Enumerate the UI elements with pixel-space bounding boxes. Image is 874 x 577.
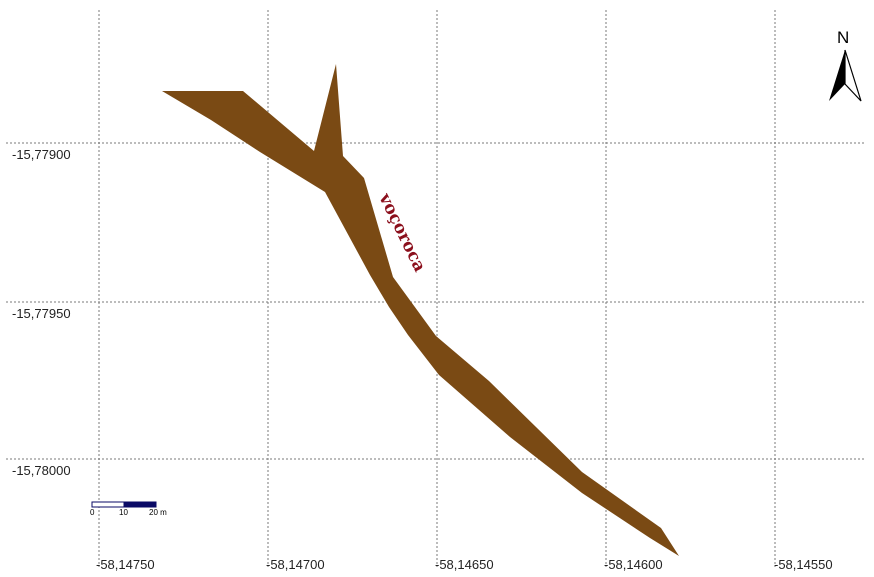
scale-label: 10 — [119, 508, 128, 517]
gully-polygon — [162, 64, 679, 556]
longitude-label: -58,14550 — [774, 557, 833, 572]
scale-bar: 0 10 20 m — [90, 501, 167, 517]
longitude-label: -58,14600 — [604, 557, 663, 572]
north-arrow-icon: N — [829, 28, 862, 102]
graticule — [6, 10, 866, 567]
latitude-label: -15,78000 — [12, 463, 71, 478]
north-letter: N — [837, 28, 849, 47]
scale-label: 0 — [90, 508, 95, 517]
longitude-label: -58,14650 — [435, 557, 494, 572]
latitude-label: -15,77900 — [12, 147, 71, 162]
longitude-label: -58,14750 — [96, 557, 155, 572]
longitude-label: -58,14700 — [266, 557, 325, 572]
latitude-label: -15,77950 — [12, 306, 71, 321]
scale-label: 20 m — [149, 508, 167, 517]
